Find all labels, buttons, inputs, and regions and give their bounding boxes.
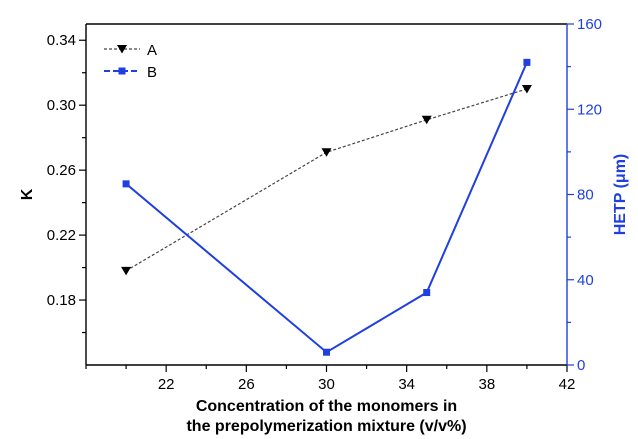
x-tick-label: 22 bbox=[158, 376, 175, 393]
series-b-point bbox=[523, 58, 531, 66]
x-axis-title-line-2: the prepolymerization mixture (v/v%) bbox=[186, 418, 466, 435]
y-tick-label: 0.34 bbox=[47, 32, 76, 49]
y-axis-left-ticks: 0.18 0.22 0.26 0.30 0.34 bbox=[47, 32, 86, 334]
y-axis-left-title: K bbox=[19, 188, 36, 200]
y-tick-label: 0.30 bbox=[47, 97, 76, 114]
y2-tick-label: 40 bbox=[577, 272, 594, 289]
series-b-point bbox=[323, 348, 330, 356]
x-tick-label: 26 bbox=[238, 376, 255, 393]
legend-a-label: A bbox=[147, 42, 157, 59]
y-tick-label: 0.22 bbox=[47, 227, 76, 244]
series-layer bbox=[121, 58, 532, 356]
y-axis-right-ticks: 0 40 80 120 160 bbox=[567, 16, 602, 374]
legend: A B bbox=[104, 42, 157, 81]
x-tick-label: 34 bbox=[398, 376, 415, 393]
legend-item-b: B bbox=[104, 64, 157, 81]
x-tick-label: 30 bbox=[318, 376, 335, 393]
series-a-point bbox=[321, 148, 332, 157]
x-tick-label: 42 bbox=[559, 376, 576, 393]
series-a-point bbox=[121, 266, 132, 276]
series-b bbox=[122, 58, 531, 356]
y-tick-label: 0.26 bbox=[47, 162, 76, 179]
y-tick-label: 0.18 bbox=[47, 292, 76, 309]
legend-item-a: A bbox=[104, 42, 157, 59]
x-axis-title-line-1: Concentration of the monomers in bbox=[196, 398, 457, 415]
series-b-point bbox=[423, 289, 431, 297]
series-b-point bbox=[122, 180, 130, 188]
y2-tick-label: 0 bbox=[577, 357, 585, 374]
series-a-line bbox=[125, 88, 528, 272]
plot-area: 22 26 30 34 38 42 0.18 0.22 0.26 0.30 0.34 0 40 80 1… bbox=[47, 16, 602, 393]
series-b-line bbox=[125, 61, 528, 354]
x-axis-ticks: 22 26 30 34 38 42 bbox=[85, 365, 576, 393]
series-a bbox=[121, 84, 532, 276]
legend-b-label: B bbox=[147, 64, 157, 81]
y2-tick-label: 80 bbox=[577, 187, 594, 204]
y2-tick-label: 160 bbox=[577, 16, 602, 33]
legend-a-marker bbox=[117, 45, 127, 54]
y2-tick-label: 120 bbox=[577, 101, 602, 118]
y-axis-right-title: HETP (μm) bbox=[612, 154, 629, 236]
legend-b-marker bbox=[118, 67, 126, 75]
series-a-point bbox=[421, 115, 432, 125]
series-a-point bbox=[521, 84, 532, 94]
x-tick-label: 38 bbox=[478, 376, 495, 393]
